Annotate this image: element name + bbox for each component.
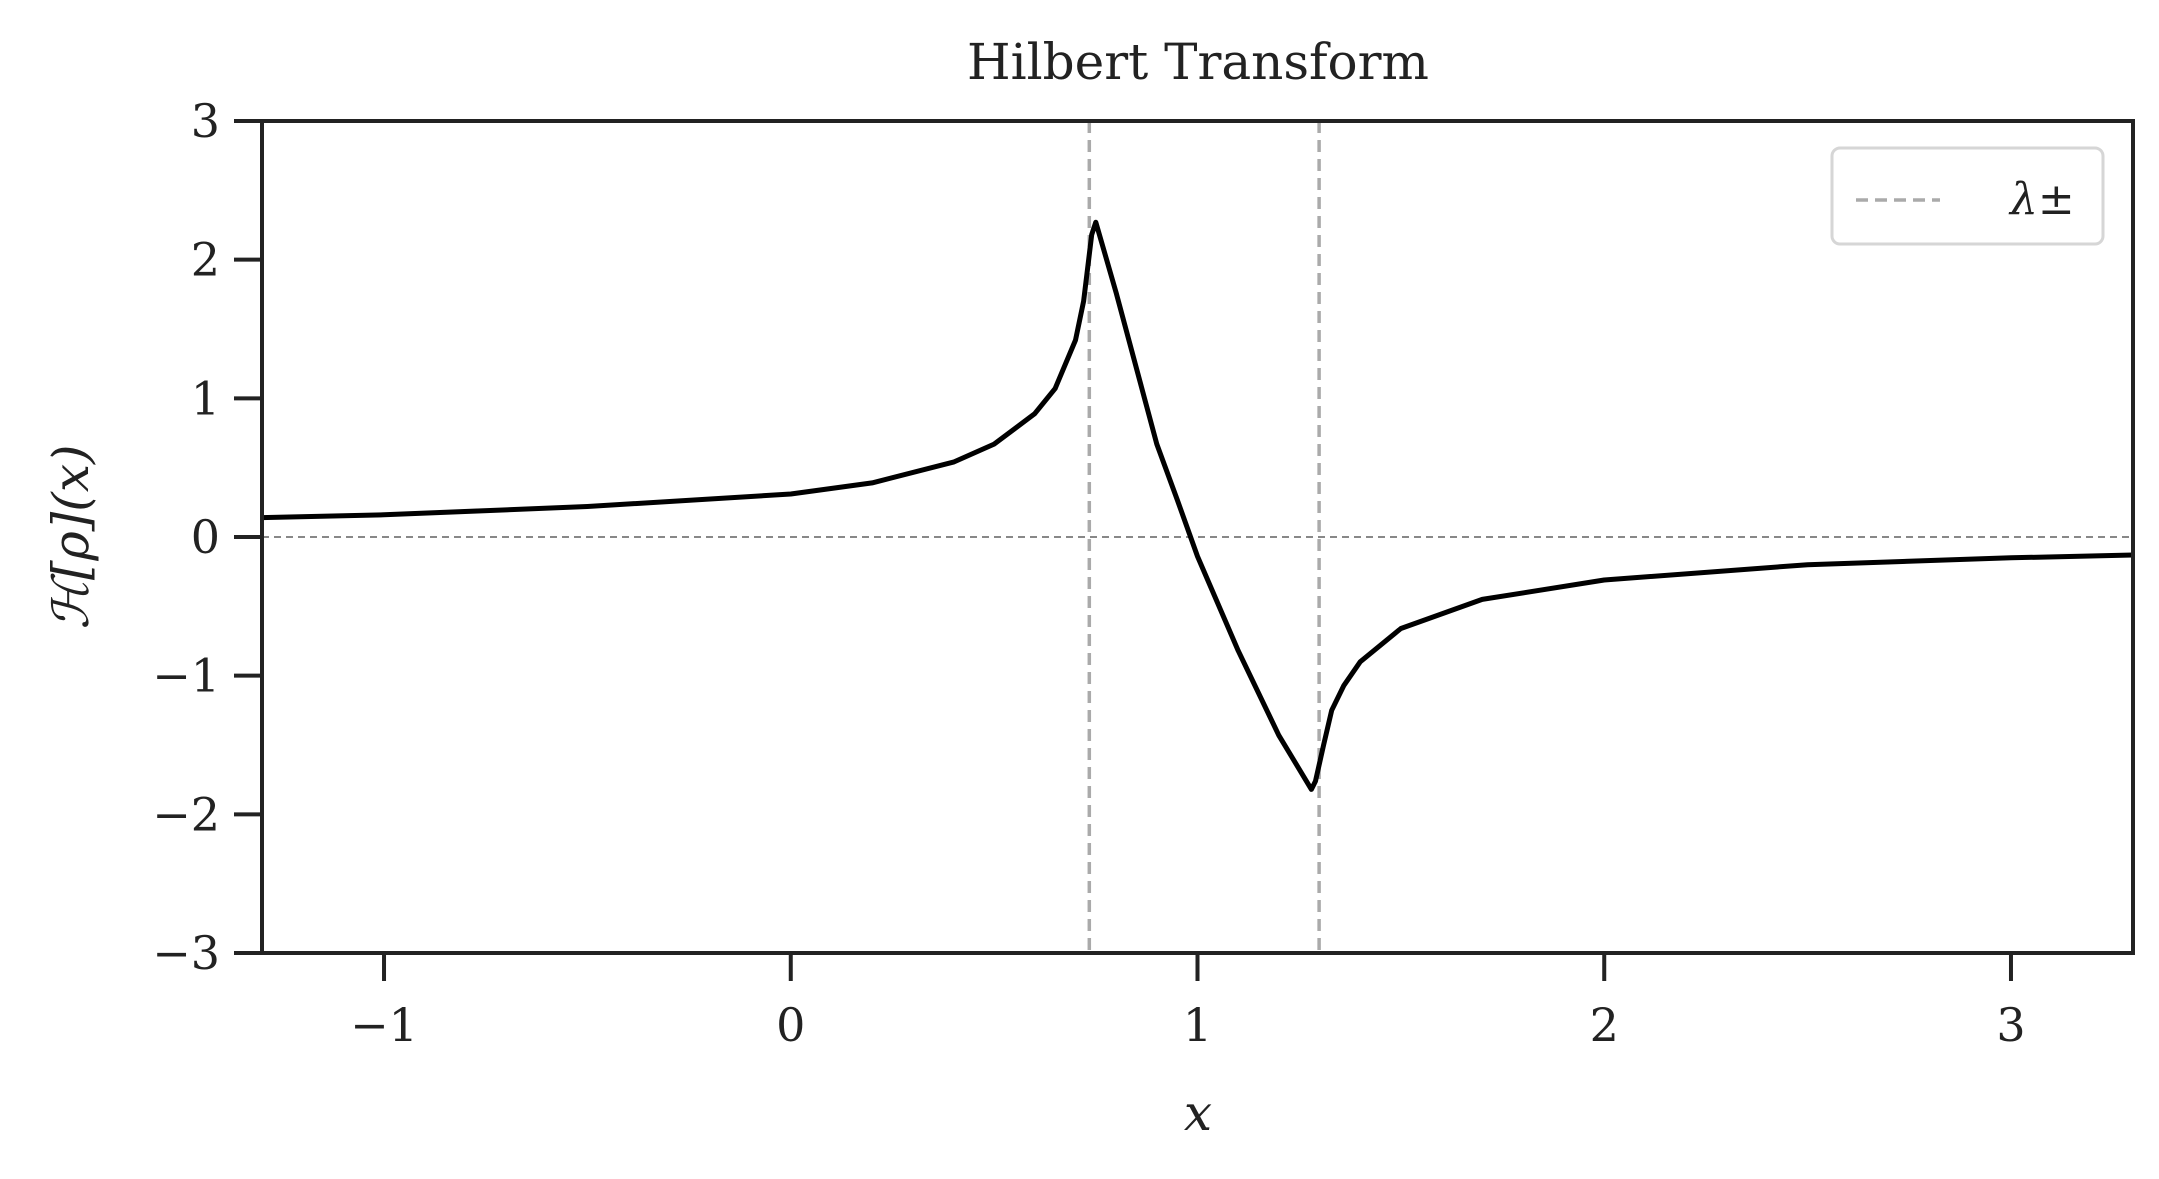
- chart-title: Hilbert Transform: [967, 33, 1429, 91]
- series-line: [261, 219, 2134, 792]
- x-axis-ticks: −1 0 1 2 3: [350, 953, 2026, 1052]
- x-tick-label: 3: [1996, 998, 2025, 1052]
- x-tick-label: 0: [776, 998, 805, 1052]
- y-tick-label: −1: [152, 649, 220, 703]
- y-tick-label: −2: [152, 787, 220, 841]
- x-tick-label: 2: [1590, 998, 1619, 1052]
- legend-box: [1830, 146, 2105, 246]
- y-tick-label: 3: [191, 94, 220, 148]
- x-axis-label: x: [1184, 1084, 1212, 1142]
- y-tick-label: 0: [191, 510, 220, 564]
- y-axis-label: ℋ[ρ](x): [42, 444, 100, 629]
- y-tick-label: −3: [152, 926, 220, 980]
- plot-area: [260, 119, 2135, 955]
- y-tick-label: 2: [191, 233, 220, 287]
- legend-label-lambda: λ±: [2008, 174, 2075, 225]
- y-axis-ticks: 3 2 1 0 −1 −2 −3: [152, 94, 262, 980]
- x-tick-label: −1: [350, 998, 418, 1052]
- legend: λ±: [1830, 146, 2105, 246]
- y-tick-label: 1: [191, 371, 220, 425]
- x-tick-label: 1: [1183, 998, 1212, 1052]
- plot-background: [262, 121, 2133, 953]
